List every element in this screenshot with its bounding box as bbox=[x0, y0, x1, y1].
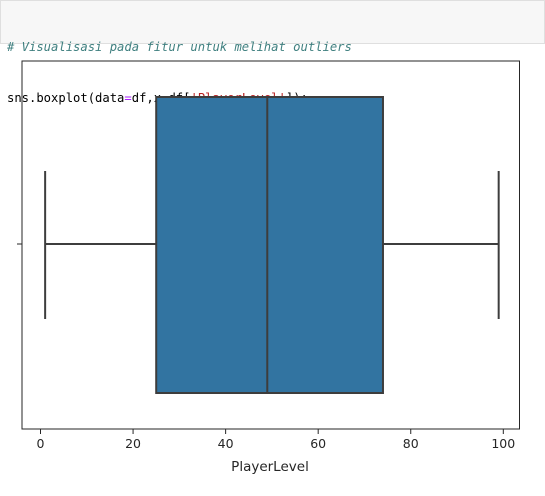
plot-frame bbox=[21, 60, 520, 430]
x-tick-label: 20 bbox=[125, 436, 141, 451]
x-axis-label: PlayerLevel bbox=[231, 459, 309, 475]
iqr-box bbox=[155, 96, 384, 394]
x-tick-label: 0 bbox=[37, 436, 45, 451]
code-equals-1: = bbox=[124, 91, 132, 105]
x-tick-label: 40 bbox=[218, 436, 234, 451]
x-tick-label: 100 bbox=[491, 436, 515, 451]
code-arg1-value: df,x bbox=[131, 91, 162, 105]
code-cell[interactable]: # Visualisasi pada fitur untuk melihat o… bbox=[0, 0, 545, 105]
x-tick-label: 80 bbox=[403, 436, 419, 451]
code-comment: # Visualisasi pada fitur untuk melihat o… bbox=[7, 40, 352, 54]
code-call-prefix: sns.boxplot(data bbox=[7, 91, 125, 105]
x-tick-label: 60 bbox=[310, 436, 326, 451]
